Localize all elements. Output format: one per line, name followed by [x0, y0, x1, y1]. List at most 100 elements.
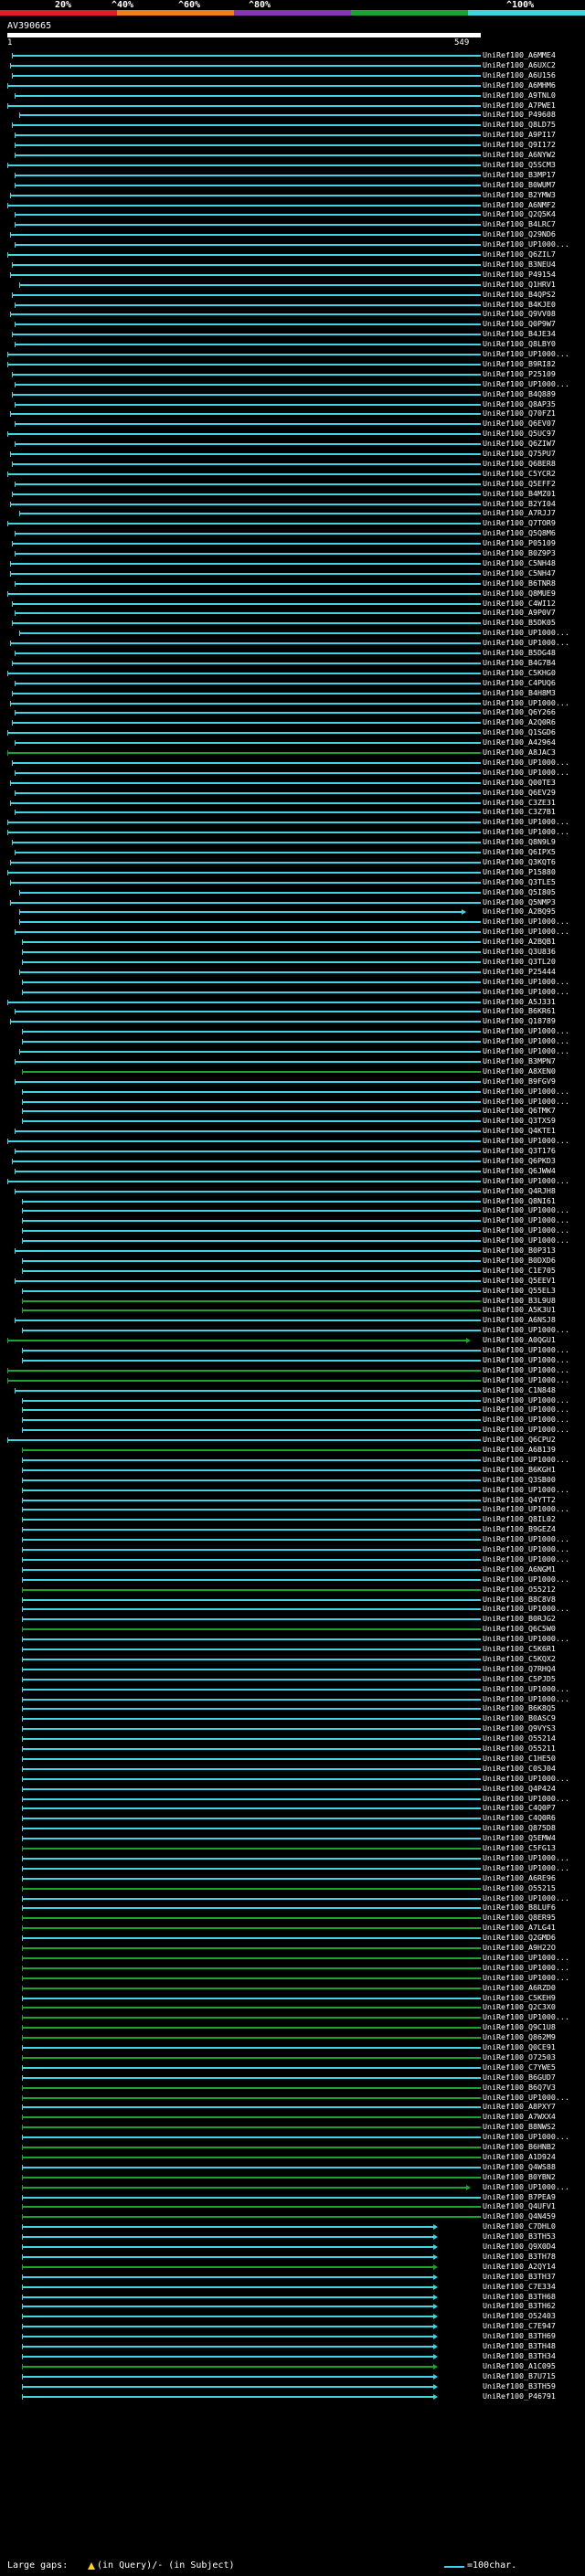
hit-label[interactable]: UniRef100_B3MP17	[483, 169, 556, 179]
hit-label[interactable]: UniRef100_Q2C3X0	[483, 2002, 556, 2012]
hit-alignment-bar[interactable]	[15, 482, 481, 485]
hit-label[interactable]: UniRef100_Q6TMK7	[483, 1106, 556, 1116]
hit-label[interactable]: UniRef100_UP1000...	[483, 1405, 569, 1415]
hit-alignment-bar[interactable]	[22, 2166, 481, 2168]
hit-label[interactable]: UniRef100_P49154	[483, 269, 556, 279]
hit-alignment-bar[interactable]	[22, 2076, 481, 2079]
hit-label[interactable]: UniRef100_B3L9U8	[483, 1295, 556, 1305]
hit-alignment-bar[interactable]	[7, 1001, 481, 1003]
hit-alignment-bar[interactable]	[15, 1250, 481, 1252]
hit-label[interactable]: UniRef100_B0DXD6	[483, 1255, 556, 1265]
hit-label[interactable]: UniRef100_C4PUQ6	[483, 677, 556, 687]
hit-alignment-bar[interactable]	[22, 1449, 481, 1451]
hit-alignment-bar[interactable]	[10, 1021, 481, 1023]
hit-alignment-bar[interactable]	[7, 354, 481, 355]
hit-alignment-bar[interactable]	[10, 881, 481, 884]
hit-label[interactable]: UniRef100_C7DHL0	[483, 2221, 556, 2231]
hit-label[interactable]: UniRef100_Q7TOR9	[483, 518, 556, 528]
hit-alignment-bar[interactable]	[22, 1718, 481, 1721]
hit-alignment-bar[interactable]	[22, 1519, 481, 1521]
hit-alignment-bar[interactable]	[15, 184, 481, 186]
hit-alignment-bar[interactable]	[12, 74, 481, 77]
hit-label[interactable]: UniRef100_C1E705	[483, 1265, 556, 1275]
hit-alignment-bar[interactable]	[15, 852, 481, 853]
hit-alignment-bar[interactable]	[22, 1977, 481, 1979]
hit-alignment-bar[interactable]	[22, 2246, 433, 2248]
hit-label[interactable]: UniRef100_Q3SB00	[483, 1474, 556, 1484]
hit-alignment-bar[interactable]	[22, 1797, 481, 1800]
hit-alignment-bar[interactable]	[12, 263, 481, 266]
hit-label[interactable]: UniRef100_B4JE34	[483, 329, 556, 339]
hit-label[interactable]: UniRef100_C5K6R1	[483, 1644, 556, 1653]
hit-alignment-bar[interactable]	[15, 1011, 481, 1013]
hit-alignment-bar[interactable]	[7, 1369, 481, 1372]
hit-alignment-bar[interactable]	[22, 2126, 481, 2129]
hit-label[interactable]: UniRef100_B9FGV9	[483, 1076, 556, 1086]
hit-label[interactable]: UniRef100_UP1000...	[483, 1693, 569, 1703]
hit-label[interactable]: UniRef100_A2BQ95	[483, 906, 556, 917]
hit-label[interactable]: UniRef100_Q8AP35	[483, 398, 556, 408]
hit-label[interactable]: UniRef100_C3ZE31	[483, 797, 556, 807]
hit-label[interactable]: UniRef100_Q6EV07	[483, 419, 556, 429]
hit-alignment-bar[interactable]	[15, 214, 481, 217]
hit-label[interactable]: UniRef100_Q875D8	[483, 1823, 556, 1833]
hit-alignment-bar[interactable]	[12, 334, 481, 336]
hit-label[interactable]: UniRef100_B4MZ01	[483, 488, 556, 498]
hit-label[interactable]: UniRef100_UP1000...	[483, 1374, 569, 1384]
hit-label[interactable]: UniRef100_C7E947	[483, 2321, 556, 2331]
hit-alignment-bar[interactable]	[22, 1787, 481, 1790]
hit-alignment-bar[interactable]	[22, 1598, 481, 1601]
hit-alignment-bar[interactable]	[7, 523, 481, 525]
hit-label[interactable]: UniRef100_A9H22O	[483, 1943, 556, 1952]
hit-alignment-bar[interactable]	[10, 572, 481, 575]
hit-alignment-bar[interactable]	[12, 55, 481, 57]
hit-label[interactable]: UniRef100_UP1000...	[483, 697, 569, 707]
hit-alignment-bar[interactable]	[22, 1838, 481, 1840]
hit-alignment-bar[interactable]	[15, 443, 481, 446]
hit-alignment-bar[interactable]	[22, 981, 481, 983]
hit-alignment-bar[interactable]	[12, 761, 481, 764]
hit-alignment-bar[interactable]	[10, 194, 481, 196]
hit-alignment-bar[interactable]	[15, 1150, 481, 1152]
hit-alignment-bar[interactable]	[22, 1877, 481, 1880]
hit-label[interactable]: UniRef100_A6B139	[483, 1445, 556, 1454]
hit-alignment-bar[interactable]	[7, 254, 481, 256]
hit-alignment-bar[interactable]	[15, 1320, 481, 1322]
hit-alignment-bar[interactable]	[15, 1060, 481, 1063]
hit-alignment-bar[interactable]	[22, 2047, 481, 2049]
hit-alignment-bar[interactable]	[22, 1917, 481, 1920]
hit-label[interactable]: UniRef100_UP1000...	[483, 1394, 569, 1405]
hit-alignment-bar[interactable]	[7, 363, 481, 366]
hit-label[interactable]: UniRef100_UP1000...	[483, 976, 569, 986]
hit-alignment-bar[interactable]	[7, 871, 481, 874]
hit-label[interactable]: UniRef100_B3TH37	[483, 2271, 556, 2281]
hit-label[interactable]: UniRef100_UP1000...	[483, 1235, 569, 1246]
hit-alignment-bar[interactable]	[15, 154, 481, 156]
hit-label[interactable]: UniRef100_Q55EL3	[483, 1285, 556, 1295]
hit-label[interactable]: UniRef100_UP1000...	[483, 1952, 569, 1962]
hit-label[interactable]: UniRef100_Q00TE3	[483, 777, 556, 787]
hit-label[interactable]: UniRef100_A6NSJ8	[483, 1315, 556, 1325]
hit-label[interactable]: UniRef100_UP1000...	[483, 817, 569, 827]
hit-alignment-bar[interactable]	[22, 1987, 481, 1989]
hit-label[interactable]: UniRef100_UP1000...	[483, 1793, 569, 1803]
hit-label[interactable]: UniRef100_Q4YTT2	[483, 1494, 556, 1504]
hit-label[interactable]: UniRef100_C3Z7B1	[483, 807, 556, 817]
hit-label[interactable]: UniRef100_B8C8V8	[483, 1594, 556, 1604]
hit-label[interactable]: UniRef100_B4G7B4	[483, 657, 556, 667]
hit-alignment-bar[interactable]	[22, 2255, 433, 2258]
hit-alignment-bar[interactable]	[22, 2365, 433, 2368]
hit-label[interactable]: UniRef100_C7E334	[483, 2281, 556, 2291]
hit-alignment-bar[interactable]	[22, 1618, 481, 1621]
hit-label[interactable]: UniRef100_Q4KTE1	[483, 1126, 556, 1136]
hit-label[interactable]: UniRef100_Q3U836	[483, 947, 556, 956]
hit-alignment-bar[interactable]	[22, 1458, 481, 1461]
hit-label[interactable]: UniRef100_O55211	[483, 1744, 556, 1753]
hit-label[interactable]: UniRef100_UP1000...	[483, 1415, 569, 1425]
hit-alignment-bar[interactable]	[22, 1090, 481, 1093]
hit-alignment-bar[interactable]	[22, 1200, 481, 1203]
hit-label[interactable]: UniRef100_B6TNR8	[483, 578, 556, 588]
hit-alignment-bar[interactable]	[15, 344, 481, 346]
hit-label[interactable]: UniRef100_Q8N9L9	[483, 837, 556, 847]
hit-label[interactable]: UniRef100_UP1000...	[483, 2132, 569, 2142]
